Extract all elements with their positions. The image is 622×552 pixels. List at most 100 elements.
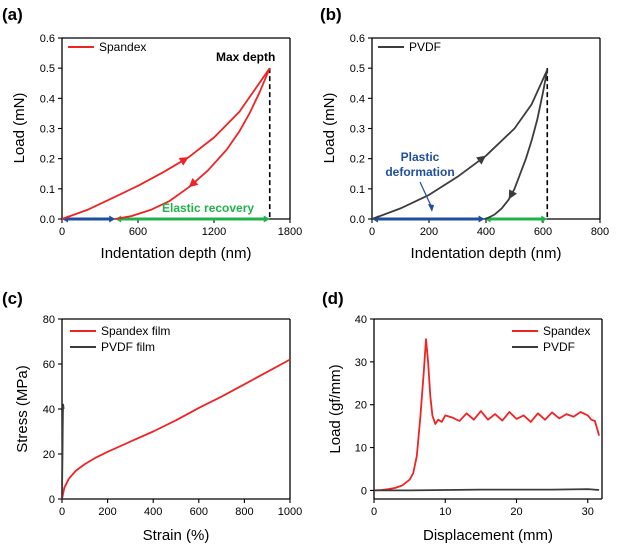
panel-b-direction-arrow-0 bbox=[476, 155, 486, 165]
panel-c-y-label: Stress (MPa) bbox=[14, 365, 31, 453]
panel-c-y-ticks: 0 20 40 60 80 bbox=[43, 314, 62, 506]
panel-a-y-tick-label: 0.1 bbox=[40, 184, 55, 196]
panel-label-d: (d) bbox=[322, 289, 344, 308]
panel-b-x-ticks: 0 200 400 600 800 bbox=[369, 219, 609, 238]
panel-c-x-tick-label: 200 bbox=[98, 506, 116, 518]
panel-a-x-ticks: 0 600 1200 1800 bbox=[59, 219, 302, 238]
panel-a-y-tick-label: 0.0 bbox=[40, 214, 55, 226]
panel-c-y-tick-label: 20 bbox=[43, 449, 55, 461]
panel-d-x-label: Displacement (mm) bbox=[423, 527, 553, 544]
panel-c-y-tick-label: 40 bbox=[43, 404, 55, 416]
panel-b-x-tick-label: 0 bbox=[369, 226, 375, 238]
panel-b-y-tick-label: 0.3 bbox=[350, 124, 365, 136]
plastic-pointer-arrowhead bbox=[428, 204, 434, 212]
panel-a-y-label: Load (mN) bbox=[11, 93, 28, 164]
panel-b-y-ticks: 0.0 0.1 0.2 0.3 0.4 0.5 0.6 bbox=[350, 33, 372, 226]
panel-label-a: (a) bbox=[2, 5, 23, 24]
elastic-arrowhead-right bbox=[541, 215, 548, 223]
panel-d-x-tick-label: 10 bbox=[439, 506, 451, 518]
panel-c-y-tick-label: 0 bbox=[49, 494, 55, 506]
panel-a: (a) 0 600 1200 1800 0.0 0.1 0.2 0.3 0.4 0.5 0.6 I… bbox=[2, 5, 302, 262]
panel-d-series-spandex bbox=[373, 338, 600, 492]
max-depth-annotation: Max depth bbox=[216, 50, 275, 64]
panel-b-x-tick-label: 800 bbox=[591, 226, 609, 238]
plastic-annotation-line2: deformation bbox=[385, 165, 454, 179]
panel-b-y-tick-label: 0.2 bbox=[350, 154, 365, 166]
panel-a-y-tick-label: 0.3 bbox=[40, 124, 55, 136]
plastic-annotation-line1: Plastic bbox=[401, 150, 440, 164]
panel-d-y-label: Load (gf/mm) bbox=[327, 364, 344, 453]
panel-d-x-tick-label: 20 bbox=[510, 506, 522, 518]
panel-c-y-tick-label: 60 bbox=[43, 359, 55, 371]
panel-a-x-tick-label: 1800 bbox=[278, 226, 302, 238]
panel-a-x-tick-label: 600 bbox=[129, 226, 147, 238]
panel-b-x-tick-label: 600 bbox=[534, 226, 552, 238]
panel-label-b: (b) bbox=[320, 5, 342, 24]
panel-a-x-tick-label: 1200 bbox=[202, 226, 226, 238]
plastic-arrowhead-right bbox=[478, 215, 485, 223]
panel-d-legend-label-spandex: Spandex bbox=[543, 324, 590, 338]
elastic-arrowhead-right bbox=[263, 215, 270, 223]
panel-d-x-tick-label: 0 bbox=[371, 506, 377, 518]
panel-c-y-tick-label: 80 bbox=[43, 314, 55, 326]
panel-a-y-tick-label: 0.6 bbox=[40, 33, 55, 45]
panel-b-y-tick-label: 0.5 bbox=[350, 63, 365, 75]
panel-d-y-tick-label: 40 bbox=[355, 314, 367, 326]
panel-b-y-tick-label: 0.4 bbox=[350, 93, 365, 105]
panel-label-c: (c) bbox=[2, 289, 23, 308]
panel-b-y-tick-label: 0.6 bbox=[350, 33, 365, 45]
panel-c-legend-label-spandex: Spandex film bbox=[101, 324, 170, 338]
panel-c-x-tick-label: 0 bbox=[59, 506, 65, 518]
panel-a-x-label: Indentation depth (nm) bbox=[101, 245, 252, 262]
panel-a-legend-label: Spandex bbox=[99, 40, 146, 54]
panel-b-x-label: Indentation depth (nm) bbox=[411, 245, 562, 262]
panel-d-x-tick-label: 30 bbox=[582, 506, 594, 518]
panel-c-series-pvdf-film bbox=[61, 403, 65, 500]
panel-d-y-tick-label: 0 bbox=[361, 485, 367, 497]
panel-d-y-tick-label: 20 bbox=[355, 400, 367, 412]
panel-c: (c) 0 200 400 600 800 1000 0 20 40 60 80 Strain (… bbox=[2, 289, 302, 544]
panel-b-x-tick-label: 200 bbox=[420, 226, 438, 238]
panel-b-x-tick-label: 400 bbox=[477, 226, 495, 238]
panel-d-plot-area bbox=[373, 338, 600, 492]
panel-c-plot-area bbox=[61, 358, 291, 500]
panel-c-x-tick-label: 800 bbox=[235, 506, 253, 518]
panel-a-y-tick-label: 0.4 bbox=[40, 93, 55, 105]
panel-d-x-ticks: 0 10 20 30 bbox=[371, 499, 594, 518]
panel-a-y-tick-label: 0.5 bbox=[40, 63, 55, 75]
panel-c-x-tick-label: 400 bbox=[144, 506, 162, 518]
panel-d-y-tick-label: 30 bbox=[355, 357, 367, 369]
panel-a-plot-area bbox=[61, 67, 271, 223]
panel-a-direction-arrow-0 bbox=[178, 157, 189, 166]
panel-b-y-label: Load (mN) bbox=[321, 93, 338, 164]
panel-b-legend-label: PVDF bbox=[409, 40, 441, 54]
panel-a-series-spandex-unloading bbox=[115, 67, 271, 220]
elastic-recovery-annotation: Elastic recovery bbox=[162, 201, 254, 215]
panel-a-y-ticks: 0.0 0.1 0.2 0.3 0.4 0.5 0.6 bbox=[40, 33, 62, 226]
panel-d-legend-label-pvdf: PVDF bbox=[543, 340, 575, 354]
panel-a-direction-arrow-1 bbox=[188, 178, 199, 188]
panel-c-legend-label-pvdf: PVDF film bbox=[101, 340, 155, 354]
panel-d-y-ticks: 0 10 20 30 40 bbox=[355, 314, 374, 497]
panel-b-plot-area bbox=[371, 68, 549, 223]
panel-b: (b) 0 200 400 600 800 0.00.10.20.30.40.50.6 … bbox=[320, 5, 609, 262]
panel-b-direction-arrow-1 bbox=[508, 189, 518, 200]
panel-b-series-pvdf-unloading bbox=[484, 69, 549, 220]
panel-a-x-tick-label: 0 bbox=[59, 226, 65, 238]
panel-d-series-pvdf bbox=[374, 488, 600, 492]
plastic-pointer-arrow bbox=[419, 181, 433, 209]
panel-c-x-label: Strain (%) bbox=[143, 527, 210, 544]
panel-b-series-pvdf-loading bbox=[371, 69, 549, 220]
panel-d-y-tick-label: 10 bbox=[355, 443, 367, 455]
panel-b-y-tick-label: 0.1 bbox=[350, 184, 365, 196]
panel-a-y-tick-label: 0.2 bbox=[40, 154, 55, 166]
panel-c-x-ticks: 0 200 400 600 800 1000 bbox=[59, 499, 302, 518]
panel-c-x-tick-label: 600 bbox=[190, 506, 208, 518]
panel-c-series-spandex-film bbox=[61, 358, 291, 500]
panel-c-x-tick-label: 1000 bbox=[278, 506, 302, 518]
panel-b-y-tick-label: 0.0 bbox=[350, 214, 365, 226]
plastic-arrowhead-right bbox=[109, 215, 116, 223]
panel-a-series-spandex-loading bbox=[61, 67, 271, 220]
